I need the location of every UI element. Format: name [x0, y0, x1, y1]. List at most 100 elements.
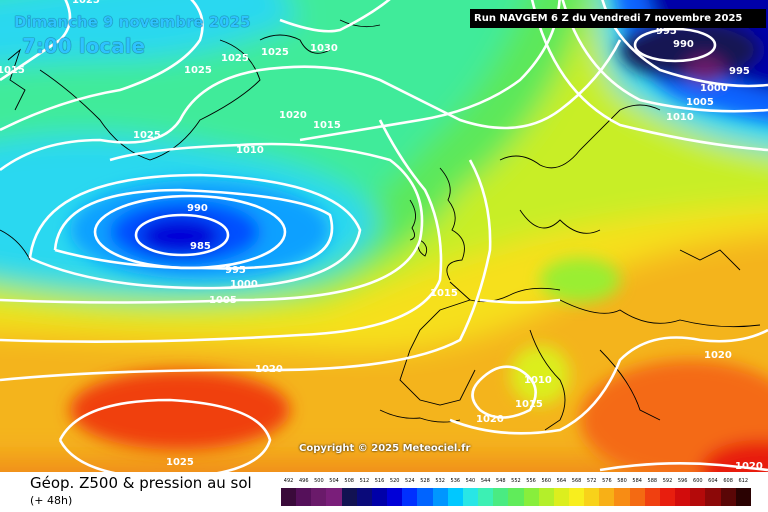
scale-value: 524	[405, 478, 415, 484]
isobar-label: 1020	[279, 110, 307, 121]
isobar-label: 1010	[666, 112, 694, 123]
isobar-label: 995	[656, 26, 677, 37]
scale-swatch	[402, 488, 418, 506]
isobar-label: 1020	[476, 414, 504, 425]
isobar-label: 1020	[255, 364, 283, 375]
scale-swatch	[538, 488, 554, 506]
isobar-label: 1015	[515, 399, 543, 410]
isobar-label: 1010	[236, 145, 264, 156]
scale-swatch	[553, 488, 569, 506]
isobar-label: 995	[225, 265, 246, 276]
scale-value: 536	[450, 478, 461, 484]
isobar-label: 1015	[0, 65, 25, 76]
isobar-label: 1025	[166, 457, 194, 468]
isobar-label: 1025	[221, 53, 249, 64]
scale-swatch	[311, 488, 327, 506]
scale-value: 508	[344, 478, 354, 484]
scale-swatch	[584, 488, 600, 506]
coastlines	[0, 19, 761, 431]
scale-value: 580	[617, 478, 627, 484]
scale-value: 564	[556, 478, 567, 484]
isobar-label: 1025	[184, 65, 212, 76]
scale-swatch	[432, 488, 448, 506]
isobar-label: 1025	[72, 0, 100, 6]
scale-value: 576	[602, 478, 612, 484]
scale-value: 604	[708, 478, 718, 484]
isobar-label: 1005	[209, 295, 237, 306]
scale-swatch	[644, 488, 660, 506]
scale-swatch	[629, 488, 645, 506]
scale-swatch	[720, 488, 736, 506]
isobar-label: 1010	[524, 375, 552, 386]
scale-swatch	[599, 488, 615, 506]
isobar-label: 1000	[700, 83, 728, 94]
isobar-label: 1025	[133, 130, 161, 141]
lead-time: (+ 48h)	[30, 494, 73, 507]
scale-value: 572	[586, 478, 597, 484]
isobar-label: 1005	[686, 97, 714, 108]
product-title: Géop. Z500 & pression au sol	[30, 474, 252, 492]
scale-value: 556	[526, 478, 536, 484]
isobar-label: 1020	[704, 350, 732, 361]
scale-swatch	[493, 488, 509, 506]
scale-swatch	[568, 488, 585, 506]
scale-value: 528	[420, 478, 430, 484]
scale-value: 496	[298, 478, 309, 484]
scale-value: 520	[389, 478, 400, 484]
scale-value: 492	[283, 478, 294, 484]
scale-value: 588	[647, 478, 658, 484]
scale-value: 540	[465, 478, 476, 484]
scale-value: 608	[723, 478, 733, 484]
scale-value: 532	[435, 478, 445, 484]
isobar-label: 985	[190, 241, 211, 252]
isobars	[0, 0, 768, 472]
isobar-label: 1025	[261, 47, 289, 58]
isobar-label: 990	[673, 39, 694, 50]
scale-swatch	[508, 488, 524, 506]
geopotential-field	[0, 0, 768, 472]
isobar-label: 1030	[310, 43, 338, 54]
scale-value: 512	[359, 478, 370, 484]
scale-value: 516	[374, 478, 385, 484]
scale-swatch	[690, 488, 706, 506]
copyright: Copyright © 2025 Meteociel.fr	[299, 443, 471, 454]
scale-swatch	[523, 488, 539, 506]
scale-swatch	[371, 488, 388, 506]
scale-swatch	[447, 488, 463, 506]
isobar-label: 995	[729, 66, 750, 77]
scale-value: 568	[571, 478, 582, 484]
isobar-label: 1000	[230, 279, 258, 290]
forecast-date: Dimanche 9 novembre 2025	[14, 13, 251, 31]
scale-swatch	[705, 488, 721, 506]
scale-value: 552	[511, 478, 521, 484]
scale-swatch	[462, 488, 479, 506]
scale-swatch	[659, 488, 676, 506]
scale-swatch	[341, 488, 357, 506]
scale-value: 592	[662, 478, 673, 484]
color-scale-bar	[281, 488, 751, 506]
forecast-time: 7:00 locale	[22, 34, 146, 58]
scale-value: 584	[632, 478, 642, 484]
weather-map: 1025 1015 1025 1025 1025 1030 1025 1020 1015 1010…	[0, 0, 768, 472]
isobar-label: 1015	[313, 120, 341, 131]
color-scale-labels: 492 496 500 504 508 512 516 520 524 528 532 536 540 5…	[281, 478, 751, 484]
scale-value: 500	[314, 478, 324, 484]
scale-swatch	[735, 488, 751, 506]
color-scale: 492 496 500 504 508 512 516 520 524 528 532 536 540 5…	[281, 478, 751, 508]
isobar-label: 1015	[430, 288, 458, 299]
scale-swatch	[675, 488, 691, 506]
scale-swatch	[326, 488, 342, 506]
scale-swatch	[417, 488, 433, 506]
isobar-label: 990	[187, 203, 208, 214]
scale-value: 548	[495, 478, 506, 484]
scale-swatch	[356, 488, 372, 506]
scale-value: 596	[677, 478, 688, 484]
isobar-label: 1020	[735, 461, 763, 472]
scale-value: 504	[329, 478, 339, 484]
scale-value: 560	[541, 478, 551, 484]
isobar-labels: 1025 1015 1025 1025 1025 1030 1025 1020 1015 1010…	[0, 0, 763, 472]
scale-swatch	[296, 488, 312, 506]
scale-value: 544	[480, 478, 491, 484]
scale-value: 612	[738, 478, 749, 484]
scale-swatch	[387, 488, 403, 506]
